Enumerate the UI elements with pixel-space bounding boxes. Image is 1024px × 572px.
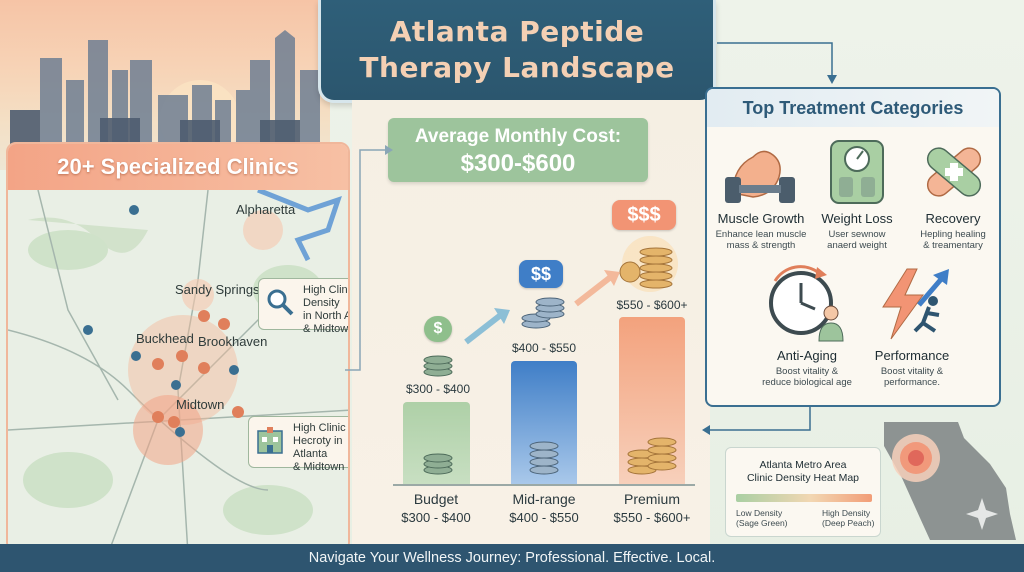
tier-name-premium: Premium <box>623 491 680 507</box>
categories-heading: Top Treatment Categories <box>707 89 999 127</box>
coin-stack-premium-base-icon <box>627 437 677 475</box>
category-title-recovery: Recovery <box>925 211 981 226</box>
treatment-categories-panel: Top Treatment Categories Muscle Growth E… <box>705 87 1001 407</box>
scale-icon <box>830 140 884 204</box>
rising-arrow-2-icon <box>574 270 620 307</box>
category-desc-anti-aging: Boost vitality & reduce biological age <box>762 366 852 388</box>
price-label-mid-range: $400 - $550 <box>511 341 577 355</box>
category-title-performance: Performance <box>874 348 950 363</box>
georgia-heatmap-illustration <box>884 422 1016 540</box>
price-label-budget: $300 - $400 <box>405 382 471 396</box>
coin-stack-mid-base-icon <box>529 441 559 475</box>
clinic-map-panel: 20+ Specialized Clinics Alpharetta Sandy <box>6 142 350 552</box>
category-desc-recovery: Hepling healing & treamentary <box>920 229 986 251</box>
callout-high-density-north: High Clinic Density in North Atlanta & M… <box>258 278 348 335</box>
category-title-muscle-growth: Muscle Growth <box>717 211 805 226</box>
footer-tagline: Navigate Your Wellness Journey: Professi… <box>0 544 1024 572</box>
category-desc-performance: Boost vitality & performance. <box>880 366 944 388</box>
badge-mid-range: $$ <box>519 260 563 288</box>
city-brookhaven: Brookhaven <box>198 334 268 349</box>
heatmap-low-label: Low Density (Sage Green) <box>736 508 788 528</box>
connector-arrow-left <box>345 145 393 371</box>
clinics-heading: 20+ Specialized Clinics <box>8 144 348 190</box>
category-title-anti-aging: Anti-Aging <box>777 348 837 363</box>
heatmap-legend: Atlanta Metro Area Clinic Density Heat M… <box>725 447 881 537</box>
coin-stack-budget-base-icon <box>423 453 453 475</box>
city-sandy-springs: Sandy Springs <box>175 282 260 297</box>
price-label-premium: $550 - $600+ <box>616 298 688 312</box>
city-midtown: Midtown <box>176 397 225 412</box>
average-cost-banner: Average Monthly Cost: $300-$600 <box>388 118 648 182</box>
rising-arrow-icon <box>464 308 510 345</box>
coin-stack-mid-icon <box>521 297 565 329</box>
magnifier-icon <box>267 289 294 316</box>
atlanta-map <box>8 190 348 550</box>
clinic-building-icon <box>257 427 283 454</box>
heatmap-gradient-bar <box>736 494 872 502</box>
title-line-1: Atlanta Peptide <box>389 15 645 48</box>
tier-range-budget: $300 - $400 <box>401 510 471 525</box>
bandage-icon <box>926 147 982 197</box>
tier-range-mid-range: $400 - $550 <box>509 510 579 525</box>
average-cost-value: $300-$600 <box>460 150 576 177</box>
tier-name-budget: Budget <box>413 491 459 507</box>
tier-range-premium: $550 - $600+ <box>613 510 691 525</box>
category-desc-weight-loss: User sewnow anaerd weight <box>827 229 887 251</box>
badge-budget: $ <box>424 316 452 342</box>
coin-stack-premium-icon <box>619 236 678 292</box>
connector-arrow-right <box>717 42 837 84</box>
heatmap-high-label: High Density (Deep Peach) <box>822 508 875 528</box>
coin-stack-budget-icon <box>423 355 453 377</box>
callout-high-density-atlanta: High Clinic Hecroty in Atlanta & Midtown <box>248 416 348 473</box>
category-desc-muscle-growth: Enhance lean muscle mass & strength <box>715 229 807 251</box>
clock-person-icon <box>769 265 844 342</box>
badge-premium: $$$ <box>612 200 676 230</box>
lightning-runner-icon <box>882 268 949 340</box>
city-buckhead: Buckhead <box>136 331 194 346</box>
category-title-weight-loss: Weight Loss <box>821 211 893 226</box>
title-line-2: Therapy Landscape <box>359 51 675 84</box>
title-banner: Atlanta Peptide Therapy Landscape <box>318 0 716 103</box>
bars-baseline <box>393 484 695 486</box>
heatmap-legend-title: Atlanta Metro Area Clinic Density Heat M… <box>746 459 860 484</box>
flexed-arm-icon <box>725 150 795 203</box>
city-alpharetta: Alpharetta <box>236 202 296 217</box>
average-cost-label: Average Monthly Cost: <box>414 126 622 147</box>
connector-arrow-bottom <box>702 404 811 435</box>
tier-name-mid-range: Mid-range <box>512 491 576 507</box>
